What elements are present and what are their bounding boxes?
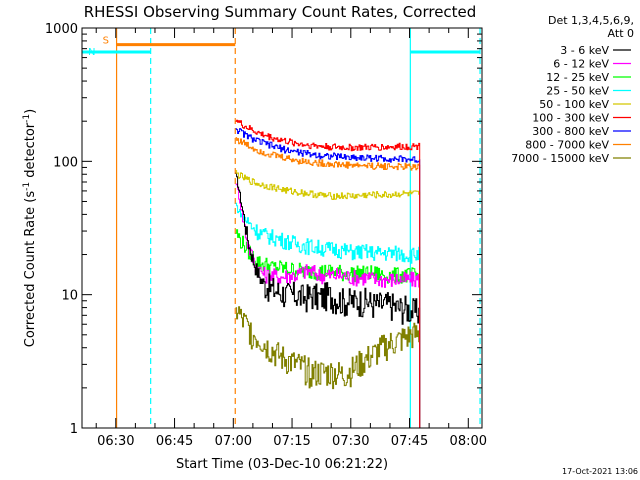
- series-line-2: [235, 229, 421, 428]
- y-tick-label: 100: [53, 155, 78, 170]
- x-tick-label: 06:45: [156, 434, 193, 449]
- series-line-3: [235, 202, 421, 428]
- y-tick-label: 1: [70, 422, 78, 437]
- legend-label-8: 7000 - 15000 keV: [511, 152, 609, 165]
- x-tick-label: 08:00: [450, 434, 487, 449]
- legend-label-2: 12 - 25 keV: [546, 71, 609, 84]
- plot-frame: [81, 27, 483, 429]
- series-layer: [235, 119, 421, 428]
- legend-label-0: 3 - 6 keV: [560, 44, 609, 57]
- series-line-1: [235, 183, 421, 428]
- legend-header-1: Det 1,3,4,5,6,9,: [548, 14, 634, 27]
- series-line-5: [235, 119, 421, 428]
- x-tick-label: 07:45: [391, 434, 428, 449]
- series-line-7: [235, 137, 421, 428]
- legend-label-7: 800 - 7000 keV: [525, 139, 609, 152]
- status-bar-label-0: S: [103, 36, 109, 47]
- legend-label-4: 50 - 100 keV: [539, 98, 609, 111]
- legend-label-1: 6 - 12 keV: [553, 58, 609, 71]
- footer-timestamp: 17-Oct-2021 13:06: [562, 467, 638, 476]
- status-bar-label-1: N: [88, 47, 95, 58]
- x-axis: 06:30 06:45 07:00 07:15 07:30 07:45 08:00: [95, 28, 487, 449]
- series-line-4: [235, 170, 421, 428]
- y-axis-label: Corrected Count Rate (s-1 detector-1): [22, 109, 38, 347]
- chart-title: RHESSI Observing Summary Count Rates, Co…: [84, 3, 477, 21]
- legend-label-3: 25 - 50 keV: [546, 85, 609, 98]
- y-tick-label: 1000: [45, 22, 78, 37]
- y-tick-label: 10: [61, 289, 78, 304]
- x-tick-label: 07:15: [273, 434, 310, 449]
- legend-label-6: 300 - 800 keV: [532, 125, 609, 138]
- legend-label-5: 100 - 300 keV: [532, 112, 609, 125]
- series-line-6: [235, 128, 421, 428]
- status-markers: SN: [82, 28, 481, 428]
- x-axis-label: Start Time (03-Dec-10 06:21:22): [176, 457, 388, 472]
- series-line-0: [235, 172, 421, 428]
- legend-header-2: Att 0: [608, 27, 634, 40]
- x-tick-label: 06:30: [97, 434, 134, 449]
- series-line-8: [235, 306, 421, 428]
- x-tick-label: 07:00: [215, 434, 252, 449]
- y-axis: 1 10 100 1000: [45, 22, 482, 437]
- x-tick-label: 07:30: [332, 434, 369, 449]
